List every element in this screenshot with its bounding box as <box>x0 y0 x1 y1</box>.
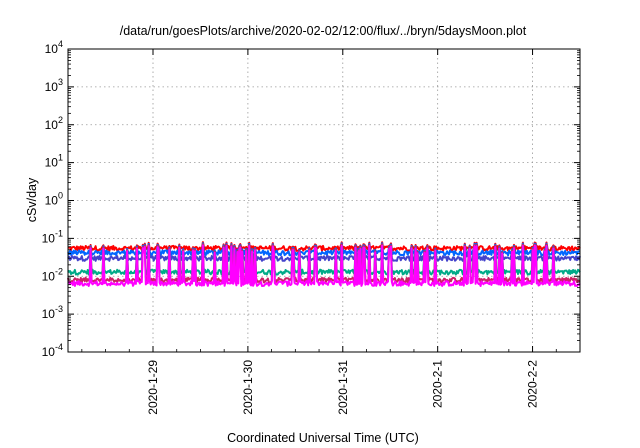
chart-title: /data/run/goesPlots/archive/2020-02-02/1… <box>120 24 527 38</box>
y-tick-label: 100 <box>45 191 63 208</box>
y-tick-label: 103 <box>45 77 63 94</box>
x-tick-label: 2020-2-1 <box>431 360 445 408</box>
y-axis-label: cSv/day <box>25 177 39 222</box>
y-tick-label: 10-1 <box>42 228 63 245</box>
x-tick-label: 2020-1-29 <box>146 360 160 415</box>
series-lines <box>67 241 581 287</box>
x-tick-label: 2020-1-30 <box>241 360 255 415</box>
x-tick-label: 2020-1-31 <box>336 360 350 415</box>
grid <box>68 49 580 352</box>
x-axis-label: Coordinated Universal Time (UTC) <box>227 431 419 445</box>
y-tick-label: 102 <box>45 115 63 132</box>
axes: 10-4 10-3 10-2 10-1 100 101 102 103 104 2020-1-29… <box>42 39 580 415</box>
y-tick-label: 10-4 <box>42 342 63 359</box>
x-tick-label: 2020-2-2 <box>526 360 540 408</box>
plot-frame <box>67 48 581 353</box>
series-line <box>67 244 581 287</box>
y-tick-label: 104 <box>45 39 63 56</box>
y-tick-label: 10-2 <box>42 266 63 283</box>
y-tick-label: 10-3 <box>42 304 63 321</box>
y-tick-label: 101 <box>45 153 63 170</box>
